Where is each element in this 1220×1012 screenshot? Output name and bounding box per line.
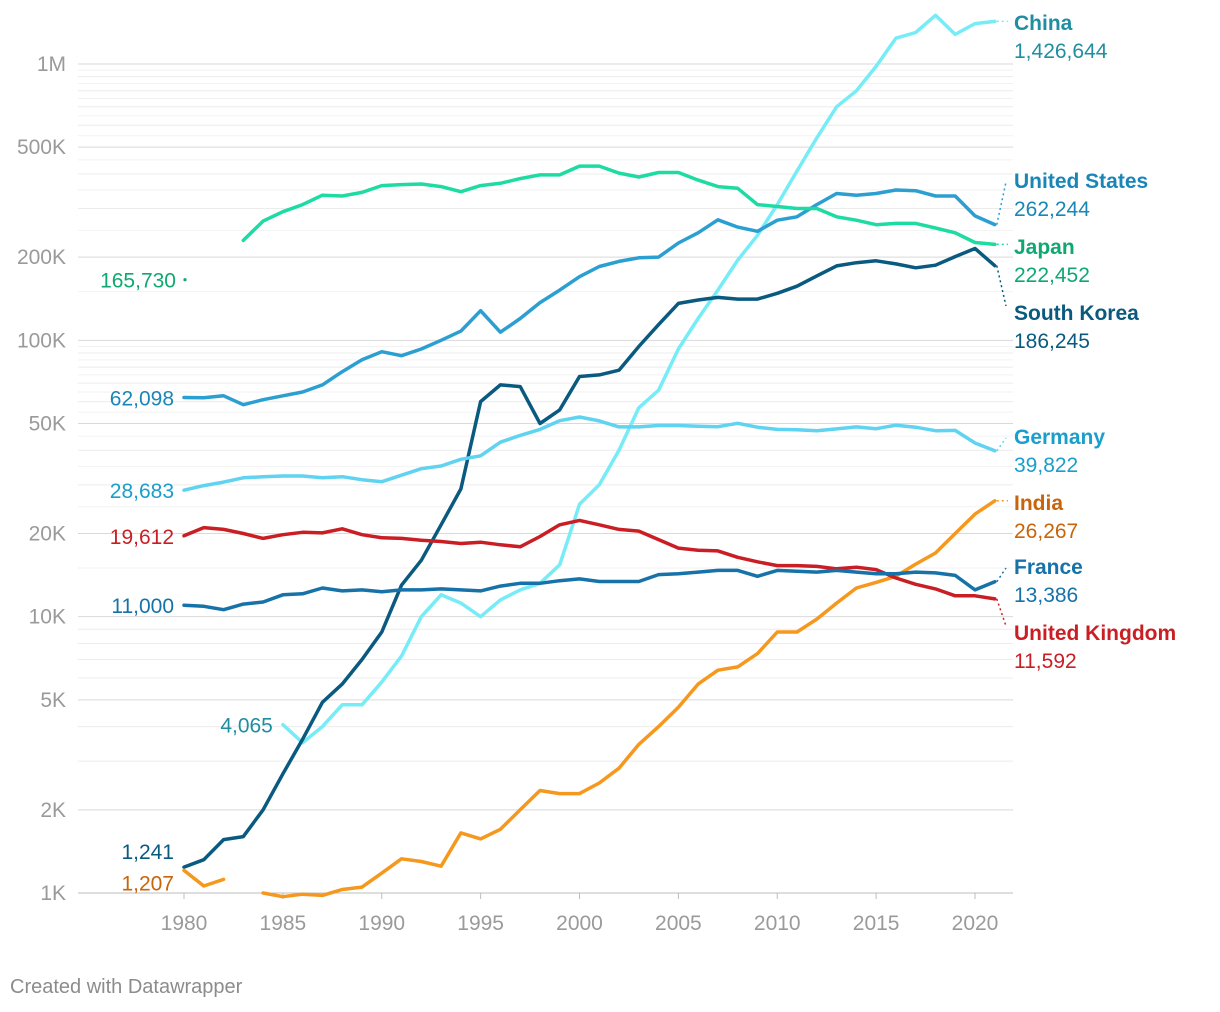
grid-lines: [78, 63, 1013, 894]
leader-france: [996, 567, 1007, 583]
y-tick-label: 50K: [29, 413, 66, 436]
end-label-name-united-kingdom: United Kingdom: [1014, 622, 1176, 645]
x-tick-label: 1990: [358, 912, 405, 935]
series-line-china: [281, 13, 997, 745]
series-line-united-kingdom: [182, 518, 997, 601]
end-label-value-germany: 39,822: [1014, 454, 1078, 477]
leader-south-korea: [996, 265, 1007, 307]
y-tick-label: 500K: [17, 136, 66, 159]
series-line-united-states: [182, 188, 997, 407]
y-tick-label: 2K: [40, 799, 66, 822]
end-label-name-china: China: [1014, 12, 1073, 35]
x-tick-label: 2020: [952, 912, 999, 935]
credit-text: Created with Datawrapper: [10, 976, 243, 998]
japan-1980-dot: [183, 278, 187, 282]
start-label-germany: 28,683: [110, 480, 174, 503]
y-tick-label: 200K: [17, 246, 66, 269]
y-tick-label: 100K: [17, 329, 66, 352]
start-label-india: 1,207: [121, 872, 174, 895]
x-tick-label: 1995: [457, 912, 504, 935]
x-tick-label: 2005: [655, 912, 702, 935]
start-label-china: 4,065: [220, 715, 273, 738]
x-tick-label: 1985: [260, 912, 307, 935]
y-tick-label: 5K: [40, 689, 66, 712]
end-label-value-japan: 222,452: [1014, 264, 1090, 287]
x-tick-label: 2010: [754, 912, 801, 935]
series-line-france: [182, 568, 997, 612]
end-label-value-south-korea: 186,245: [1014, 330, 1090, 353]
x-tick-label: 2015: [853, 912, 900, 935]
start-label-united-kingdom: 19,612: [110, 526, 174, 549]
series-line-japan: [241, 164, 997, 247]
series-line-south-korea: [182, 246, 997, 869]
x-tick-label: 2000: [556, 912, 603, 935]
end-label-value-united-states: 262,244: [1014, 198, 1090, 221]
leader-united-states: [996, 181, 1007, 225]
end-label-name-japan: Japan: [1014, 236, 1075, 259]
end-label-name-india: India: [1014, 492, 1063, 515]
end-label-value-united-kingdom: 11,592: [1014, 650, 1077, 673]
series-lines: [182, 13, 997, 899]
end-label-name-germany: Germany: [1014, 426, 1105, 449]
end-label-name-france: France: [1014, 556, 1083, 579]
y-axis: 1K 2K 5K 10K 20K 50K 100K 200K 500K 1M: [17, 53, 66, 905]
start-label-united-states: 62,098: [110, 388, 174, 411]
end-label-value-india: 26,267: [1014, 520, 1078, 543]
leader-germany: [996, 437, 1007, 452]
series-labels: 4,065 China 1,426,644 62,098 United States 26…: [100, 12, 1176, 895]
end-label-value-china: 1,426,644: [1014, 40, 1108, 63]
end-label-name-south-korea: South Korea: [1014, 302, 1139, 325]
y-tick-label: 10K: [29, 606, 66, 629]
leader-united-kingdom: [996, 598, 1007, 627]
start-label-south-korea: 1,241: [121, 841, 174, 864]
end-label-name-united-states: United States: [1014, 170, 1148, 193]
start-label-japan: 165,730: [100, 270, 176, 293]
start-label-france: 11,000: [111, 595, 174, 618]
y-tick-label: 1M: [37, 53, 66, 76]
x-axis: 1980 1985 1990 1995 2000 2005 2010 2015 2020: [161, 893, 999, 935]
series-line-india: [182, 499, 997, 899]
series-line-germany: [182, 415, 997, 492]
y-tick-label: 20K: [29, 522, 66, 545]
end-label-value-france: 13,386: [1014, 584, 1078, 607]
x-tick-label: 1980: [161, 912, 208, 935]
y-tick-label: 1K: [40, 882, 66, 905]
